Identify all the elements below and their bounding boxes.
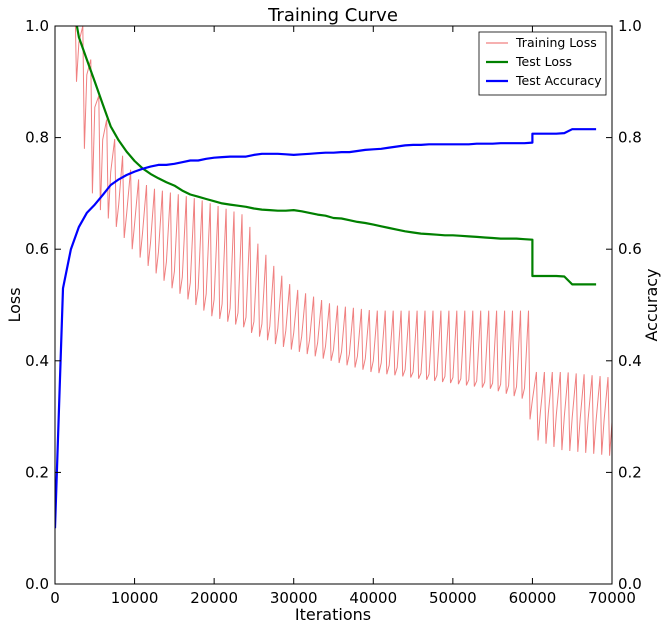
series-layer <box>55 26 612 529</box>
chart-title: Training Curve <box>267 5 398 26</box>
legend-label-test-loss: Test Loss <box>515 54 572 69</box>
x-axis-title: Iterations <box>295 605 371 624</box>
y2-tick-label: 0.4 <box>618 352 642 370</box>
y2-tick-label: 0.8 <box>618 129 642 147</box>
y2-tick-label: 0.6 <box>618 240 642 258</box>
x-tick-label: 20000 <box>190 589 238 607</box>
legend: Training Loss Test Loss Test Accuracy <box>478 31 607 96</box>
x-tick-label: 70000 <box>588 589 636 607</box>
x-tick-label: 10000 <box>111 589 159 607</box>
x-tick-label: 40000 <box>349 589 397 607</box>
legend-box <box>478 31 607 96</box>
x-tick-label: 30000 <box>270 589 318 607</box>
y-tick-label: 0.0 <box>25 575 49 593</box>
x-tick-label: 50000 <box>429 589 477 607</box>
y2-tick-label: 0.2 <box>618 463 642 481</box>
y2-tick-label: 1.0 <box>618 17 642 35</box>
y-tick-label: 0.2 <box>25 463 49 481</box>
legend-label-training-loss: Training Loss <box>515 35 597 50</box>
y-tick-label: 1.0 <box>25 17 49 35</box>
legend-label-test-accuracy: Test Accuracy <box>515 73 602 88</box>
x-tick-label: 0 <box>50 589 60 607</box>
y-tick-label: 0.4 <box>25 352 49 370</box>
series-training-loss-line <box>74 26 612 456</box>
x-tick-label: 60000 <box>509 589 557 607</box>
plot-frame <box>54 25 613 585</box>
y-tick-label: 0.8 <box>25 129 49 147</box>
y2-axis-title: Accuracy <box>642 268 661 341</box>
y2-tick-label: 0.0 <box>618 575 642 593</box>
y-tick-label: 0.6 <box>25 240 49 258</box>
series-test-accuracy-line <box>55 128 597 529</box>
ticks-layer: 0 10000 20000 30000 40000 50000 60000 700000.00… <box>25 17 642 607</box>
y-axis-title: Loss <box>5 287 24 322</box>
series-test-loss-line <box>75 26 597 286</box>
